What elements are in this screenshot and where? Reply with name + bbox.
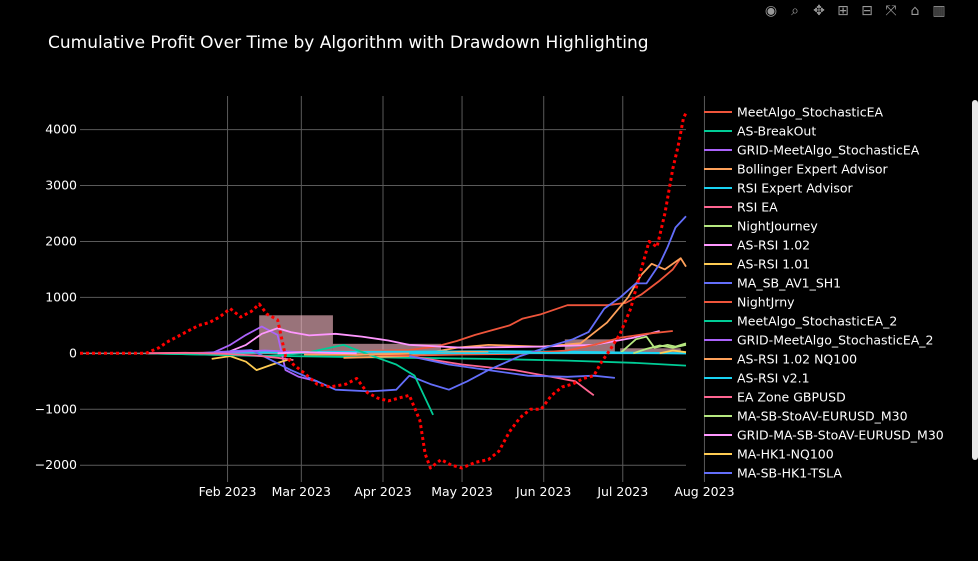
series-line bbox=[633, 344, 687, 355]
pan-icon[interactable]: ✥ bbox=[813, 3, 825, 19]
zoom-icon[interactable]: ⌕ bbox=[791, 3, 799, 19]
series-line bbox=[409, 355, 595, 397]
home-icon[interactable]: ⌂ bbox=[910, 3, 920, 19]
series-line bbox=[224, 327, 660, 355]
legend-item[interactable]: AS-RSI 1.02 bbox=[737, 238, 810, 253]
series-line bbox=[145, 351, 294, 361]
series-line bbox=[659, 349, 687, 355]
plotly-logo-icon[interactable]: ▥ bbox=[932, 3, 946, 19]
y-tick-label: 3000 bbox=[45, 178, 77, 193]
y-tick-label: 0 bbox=[69, 345, 77, 360]
zoom-out-icon[interactable]: ⊟ bbox=[861, 3, 873, 19]
series-line bbox=[211, 355, 292, 371]
legend-item[interactable]: NightJrny bbox=[737, 295, 795, 310]
legend-item[interactable]: MeetAlgo_StochasticEA bbox=[737, 105, 884, 120]
zoom-in-icon[interactable]: ⊞ bbox=[837, 3, 849, 19]
y-tick-label: −1000 bbox=[35, 401, 77, 416]
series-line bbox=[409, 351, 687, 355]
legend-item[interactable]: GRID-MeetAlgo_StochasticEA_2 bbox=[737, 333, 933, 348]
legend-item[interactable]: Bollinger Expert Advisor bbox=[737, 162, 889, 177]
legend-item[interactable]: MeetAlgo_StochasticEA_2 bbox=[737, 314, 897, 329]
x-tick-label: Jun 2023 bbox=[515, 484, 571, 499]
legend-item[interactable]: MA-HK1-NQ100 bbox=[737, 447, 834, 462]
y-tick-label: 1000 bbox=[45, 289, 77, 304]
legend-item[interactable]: RSI Expert Advisor bbox=[737, 181, 854, 196]
camera-icon[interactable]: ◉ bbox=[764, 3, 778, 19]
legend-item[interactable]: NightJourney bbox=[737, 219, 818, 234]
y-tick-label: 4000 bbox=[45, 122, 77, 137]
autoscale-icon[interactable]: ⤧ bbox=[885, 3, 897, 19]
drawdown-rect bbox=[620, 348, 681, 354]
series-line bbox=[277, 351, 357, 355]
legend-item[interactable]: AS-RSI v2.1 bbox=[737, 371, 810, 386]
x-tick-label: Feb 2023 bbox=[199, 484, 257, 499]
y-tick-label: 2000 bbox=[45, 233, 77, 248]
legend-item[interactable]: GRID-MeetAlgo_StochasticEA bbox=[737, 143, 920, 158]
chart-title: Cumulative Profit Over Time by Algorithm… bbox=[48, 33, 649, 53]
legend-item[interactable]: MA-SB-StoAV-EURUSD_M30 bbox=[737, 409, 908, 424]
legend-item[interactable]: EA Zone GBPUSD bbox=[737, 390, 846, 405]
x-tick-label: May 2023 bbox=[431, 484, 493, 499]
x-tick-label: Aug 2023 bbox=[674, 484, 734, 499]
legend-item[interactable]: AS-RSI 1.01 bbox=[737, 257, 810, 272]
y-tick-label: −2000 bbox=[35, 457, 77, 472]
x-tick-label: Apr 2023 bbox=[354, 484, 411, 499]
series-line bbox=[409, 355, 615, 379]
series-line bbox=[343, 257, 687, 359]
x-axis: Feb 2023 Mar 2023 Apr 2023 May 2023 Jun 2023… bbox=[199, 484, 735, 499]
grid bbox=[80, 96, 705, 482]
legend-scrollbar[interactable] bbox=[972, 100, 978, 460]
y-axis: −2000 −1000 0 1000 2000 3000 4000 bbox=[35, 122, 77, 473]
legend-item[interactable]: AS-BreakOut bbox=[737, 124, 816, 139]
legend-item[interactable]: MA_SB_AV1_SH1 bbox=[737, 276, 841, 291]
legend-item[interactable]: RSI EA bbox=[737, 200, 778, 215]
series-lines bbox=[80, 112, 688, 470]
x-tick-label: Jul 2023 bbox=[596, 484, 648, 499]
legend-item[interactable]: GRID-MA-SB-StoAV-EURUSD_M30 bbox=[737, 428, 944, 443]
modebar: ◉ ⌕ ✥ ⊞ ⊟ ⤧ ⌂ ▥ bbox=[762, 2, 948, 20]
series-line bbox=[145, 257, 682, 355]
series-line bbox=[145, 215, 687, 393]
legend: MeetAlgo_StochasticEA AS-BreakOut GRID-Mee… bbox=[704, 105, 944, 481]
legend-item[interactable]: MA-SB-HK1-TSLA bbox=[737, 466, 842, 481]
drawdown-rect bbox=[332, 343, 441, 354]
legend-item[interactable]: AS-RSI 1.02 NQ100 bbox=[737, 352, 857, 367]
x-tick-label: Mar 2023 bbox=[272, 484, 331, 499]
